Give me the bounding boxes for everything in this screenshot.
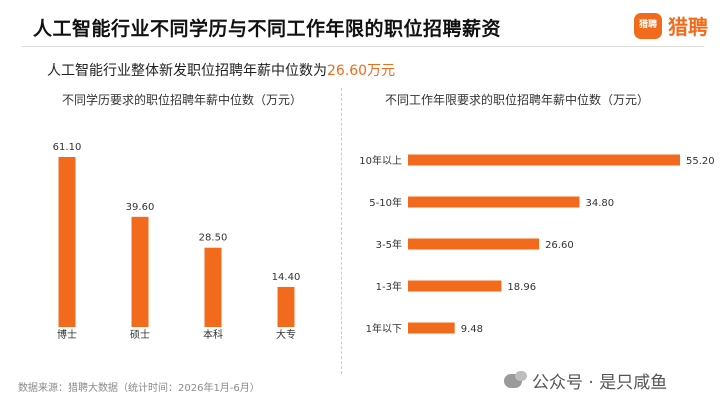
bar-value-label: 61.10 (53, 142, 82, 153)
liepin-logo-icon: 猎聘 (634, 12, 662, 39)
bar-value-label: 9.48 (461, 324, 483, 335)
bar-5-10年 (408, 196, 580, 208)
bar-大专 (277, 286, 295, 327)
bar-value-label: 18.96 (507, 282, 536, 293)
category-label: 博士 (57, 328, 77, 341)
wechat-icon (504, 370, 527, 388)
category-label: 5-10年 (369, 196, 402, 209)
bar-value-label: 34.80 (585, 198, 614, 209)
category-label: 本科 (203, 328, 223, 341)
category-label: 1-3年 (376, 280, 402, 293)
bar-value-label: 39.60 (126, 202, 155, 213)
wechat-watermark: 公众号 · 是只咸鱼 (504, 368, 667, 393)
category-label: 10年以上 (359, 154, 402, 167)
subtitle: 人工智能行业整体新发职位招聘年薪中位数为26.60万元 (47, 60, 395, 80)
bar-1年以下 (408, 322, 455, 334)
panel-divider (341, 88, 342, 374)
bar-3-5年 (408, 238, 540, 250)
liepin-logo: 猎聘 猎聘 (634, 11, 708, 40)
data-source-note: 数据来源：猎聘大数据（统计时间：2026年1月-6月） (18, 383, 260, 394)
category-label: 1年以下 (366, 322, 402, 335)
page-title: 人工智能行业不同学历与不同工作年限的职位招聘薪资 (33, 18, 502, 40)
category-label: 硕士 (130, 328, 150, 341)
category-label: 3-5年 (376, 238, 402, 251)
bar-value-label: 55.20 (686, 156, 715, 167)
watermark-text: 公众号 · 是只咸鱼 (532, 373, 668, 393)
education-chart-title: 不同学历要求的职位招聘年薪中位数（万元） (62, 93, 303, 107)
liepin-logo-text: 猎聘 (668, 15, 708, 39)
bar-value-label: 14.40 (272, 272, 301, 283)
bar-value-label: 26.60 (545, 240, 574, 251)
category-label: 大专 (276, 328, 296, 341)
bar-value-label: 28.50 (199, 233, 228, 244)
bar-1-3年 (408, 280, 502, 292)
subtitle-prefix: 人工智能行业整体新发职位招聘年薪中位数为 (47, 63, 327, 79)
bar-10年以上 (408, 154, 680, 166)
header-divider (22, 46, 704, 47)
subtitle-value: 26.60万元 (327, 63, 396, 79)
bar-本科 (204, 247, 222, 327)
bar-硕士 (131, 216, 149, 327)
experience-chart-title: 不同工作年限要求的职位招聘年薪中位数（万元） (385, 93, 650, 107)
bar-博士 (58, 157, 76, 327)
